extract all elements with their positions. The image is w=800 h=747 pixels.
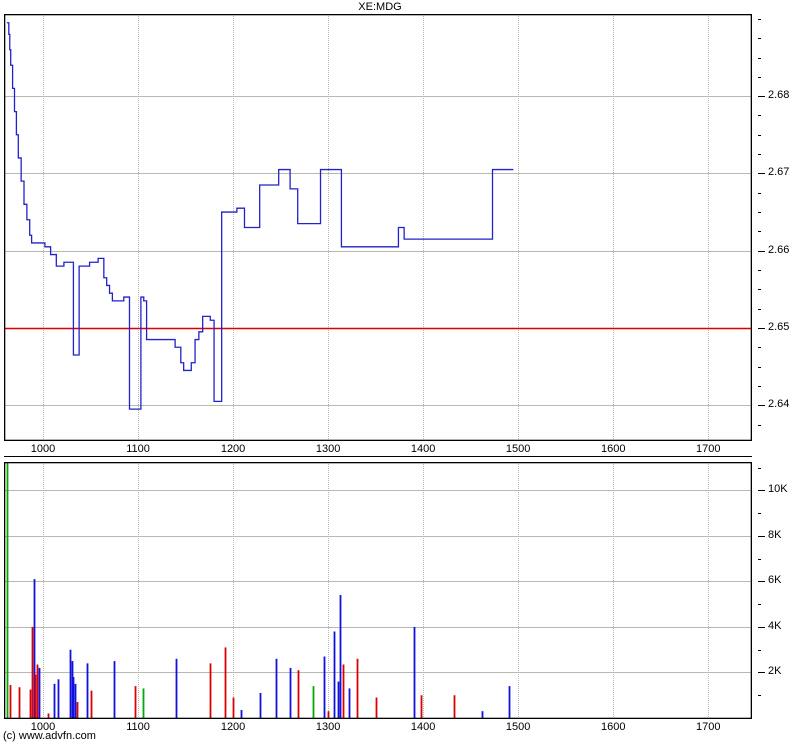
volume-y-tick-label: 4K xyxy=(768,619,782,632)
price-y-minor-tick xyxy=(758,289,761,290)
volume-y-minor-tick xyxy=(758,468,761,469)
volume-x-tick-label: 1400 xyxy=(410,721,436,733)
price-y-minor-tick xyxy=(758,173,761,174)
price-y-minor-tick xyxy=(758,386,761,387)
price-y-minor-tick xyxy=(758,154,761,155)
volume-x-tick-label: 1700 xyxy=(695,721,721,733)
volume-y-axis: 10K 8K 6K 4K 2K xyxy=(758,462,800,719)
price-x-axis-rule xyxy=(4,456,752,457)
price-y-tick-label: 2.66 xyxy=(768,243,790,256)
price-plot-area[interactable] xyxy=(4,14,752,441)
volume-chart-panel[interactable] xyxy=(4,462,752,719)
volume-y-tick-label: 6K xyxy=(768,574,782,587)
price-chart-panel[interactable] xyxy=(4,14,752,441)
volume-x-axis: 1000 1100 1200 1300 1400 1500 1600 1700 xyxy=(0,719,760,735)
volume-y-minor-tick xyxy=(758,650,761,651)
volume-x-tick-label: 1100 xyxy=(126,721,150,733)
volume-plot-area[interactable] xyxy=(4,462,752,719)
volume-y-minor-tick xyxy=(758,604,761,605)
volume-y-tick-mark xyxy=(758,490,765,491)
copyright-notice: (c) www.advfn.com xyxy=(3,730,96,742)
volume-y-tick-mark xyxy=(758,672,765,673)
volume-y-tick-mark xyxy=(758,627,765,628)
price-y-tick-mark xyxy=(758,405,765,406)
price-y-tick-mark xyxy=(758,173,765,174)
price-x-tick-label: 1600 xyxy=(600,443,626,455)
volume-y-tick-mark xyxy=(758,536,765,537)
price-x-tick-label: 1100 xyxy=(126,443,150,455)
price-y-minor-tick xyxy=(758,347,761,348)
volume-y-tick-label: 8K xyxy=(768,528,782,541)
price-x-axis: 1000 1100 1200 1300 1400 1500 1600 1700 xyxy=(0,441,760,457)
price-x-tick-label: 1500 xyxy=(505,443,531,455)
chart-title: XE:MDG xyxy=(358,1,402,13)
price-x-tick-label: 1400 xyxy=(410,443,436,455)
volume-x-tick-label: 1300 xyxy=(315,721,341,733)
price-y-minor-tick xyxy=(758,77,761,78)
price-y-minor-tick xyxy=(758,367,761,368)
price-y-tick-label: 2.65 xyxy=(768,320,790,333)
price-y-minor-tick xyxy=(758,251,761,252)
price-x-tick-label: 1300 xyxy=(315,443,341,455)
volume-y-tick-mark xyxy=(758,581,765,582)
volume-y-minor-tick xyxy=(758,695,761,696)
price-y-minor-tick xyxy=(758,309,761,310)
price-y-minor-tick xyxy=(758,38,761,39)
volume-y-tick-label: 2K xyxy=(768,665,782,678)
price-y-minor-tick xyxy=(758,96,761,97)
price-y-tick-label: 2.67 xyxy=(768,166,790,179)
price-y-minor-tick xyxy=(758,405,761,406)
price-y-minor-tick xyxy=(758,212,761,213)
volume-y-tick-label: 10K xyxy=(768,483,788,496)
price-y-minor-tick xyxy=(758,19,761,20)
price-y-minor-tick xyxy=(758,193,761,194)
price-y-minor-tick xyxy=(758,425,761,426)
price-x-tick-label: 1200 xyxy=(220,443,246,455)
price-y-tick-label: 2.68 xyxy=(768,89,790,102)
volume-x-tick-label: 1500 xyxy=(505,721,531,733)
volume-y-minor-tick xyxy=(758,559,761,560)
price-y-minor-tick xyxy=(758,328,761,329)
price-y-tick-label: 2.64 xyxy=(768,398,790,411)
price-x-tick-label: 1700 xyxy=(695,443,721,455)
volume-x-tick-label: 1200 xyxy=(220,721,246,733)
price-y-tick-mark xyxy=(758,251,765,252)
price-x-tick-label: 1000 xyxy=(30,443,56,455)
price-y-minor-tick xyxy=(758,231,761,232)
price-y-tick-mark xyxy=(758,96,765,97)
price-y-minor-tick xyxy=(758,115,761,116)
price-y-minor-tick xyxy=(758,58,761,59)
price-y-tick-mark xyxy=(758,328,765,329)
volume-y-minor-tick xyxy=(758,513,761,514)
price-y-minor-tick xyxy=(758,135,761,136)
volume-x-tick-label: 1600 xyxy=(600,721,626,733)
price-y-minor-tick xyxy=(758,270,761,271)
price-y-axis: 2.68 2.67 2.66 2.65 2.64 xyxy=(758,14,800,441)
volume-x-tick-label: 1000 xyxy=(30,721,56,733)
